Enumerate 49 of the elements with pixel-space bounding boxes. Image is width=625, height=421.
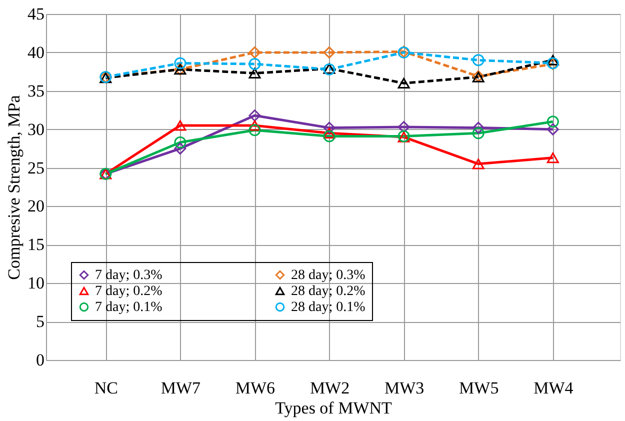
x-tick-label: MW5 [459, 378, 499, 398]
x-tick-label: NC [94, 378, 118, 398]
legend-label: 7 day; 0.2% [95, 284, 163, 299]
point [174, 120, 186, 131]
legend-label: 7 day; 0.1% [95, 300, 163, 315]
y-tick-label: 0 [36, 350, 44, 370]
point [323, 130, 336, 142]
point [398, 78, 410, 88]
y-tick-label: 10 [28, 274, 44, 293]
point [398, 121, 410, 134]
point [472, 122, 484, 134]
point [472, 54, 484, 66]
point [174, 57, 186, 70]
y-axis-title: Compresive Strength, MPa [4, 94, 24, 280]
point [546, 116, 559, 128]
point [546, 152, 559, 164]
point [248, 124, 261, 136]
point [248, 110, 261, 122]
legend-label: 28 day; 0.3% [291, 268, 366, 283]
point [546, 54, 559, 66]
y-tick-label: 30 [28, 120, 44, 139]
legend-label: 7 day; 0.3% [95, 268, 163, 283]
x-tick-label: MW3 [384, 378, 424, 398]
point [472, 127, 484, 140]
legend-label: 28 day; 0.2% [291, 284, 366, 299]
point [248, 58, 261, 70]
y-tick-label: 35 [28, 81, 44, 100]
y-tick-label: 20 [28, 196, 44, 216]
y-tick-label: 15 [28, 235, 44, 254]
point [323, 122, 336, 134]
y-tick-label: 25 [28, 158, 44, 178]
x-tick-label: MW4 [534, 378, 574, 398]
y-tick-label: 45 [28, 4, 44, 24]
point [174, 142, 186, 155]
y-tick-label: 5 [36, 312, 44, 332]
point [248, 46, 261, 58]
x-tick-label: MW6 [235, 378, 276, 398]
x-axis-title: Types of MWNT [275, 398, 393, 418]
point [323, 128, 336, 138]
point [248, 68, 261, 78]
point [472, 158, 484, 170]
x-tick-label: MW7 [160, 378, 202, 398]
y-tick-label: 40 [28, 42, 44, 62]
legend-label: 28 day; 0.1% [291, 300, 366, 315]
point [323, 46, 336, 58]
point [174, 136, 186, 148]
point [248, 120, 261, 131]
x-tick-label: MW2 [310, 378, 350, 398]
point [546, 123, 559, 136]
